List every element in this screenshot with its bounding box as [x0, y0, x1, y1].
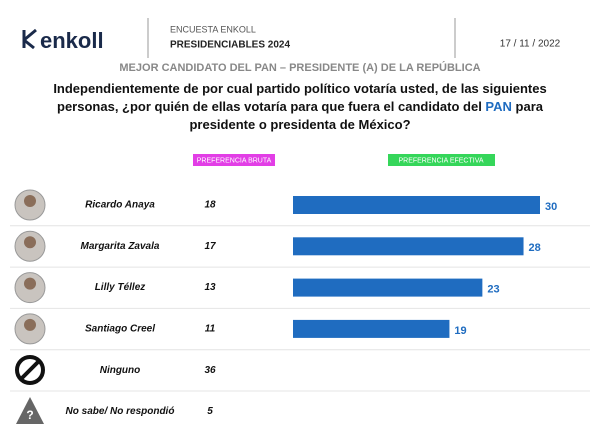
date: 17 / 11 / 2022	[500, 39, 561, 50]
value-label: 23	[487, 284, 499, 296]
bar	[293, 196, 540, 214]
category-label: No sabe/ No respondió	[66, 406, 175, 417]
question: Independientemente de por cual partido p…	[40, 80, 560, 134]
header-small: ENCUESTA ENKOLL	[170, 24, 256, 34]
raw-value: 11	[205, 324, 216, 335]
category-label: Ricardo Anaya	[85, 200, 155, 211]
value-label: 28	[529, 242, 541, 254]
value-label: 19	[454, 325, 466, 337]
legend-label: PREFERENCIA BRUTA	[197, 157, 272, 164]
question-text: para presidente o presidenta de México?	[189, 99, 543, 132]
category-label: Ninguno	[100, 365, 141, 376]
photo-head	[24, 277, 36, 290]
ban-icon	[15, 355, 45, 385]
value-label: 30	[545, 201, 557, 213]
raw-value: 17	[204, 241, 216, 252]
legend-swatch	[193, 154, 275, 166]
raw-value: 13	[204, 282, 216, 293]
raw-value: 5	[207, 406, 213, 417]
svg-text:?: ?	[26, 408, 33, 422]
legend-label: PREFERENCIA EFECTIVA	[398, 157, 483, 164]
category-label: Lilly Téllez	[95, 282, 146, 293]
chart-title: MEJOR CANDIDATO DEL PAN – PRESIDENTE (A)…	[119, 61, 480, 74]
question-party: PAN	[485, 99, 512, 114]
unknown-icon: ?	[16, 397, 44, 424]
bar	[293, 319, 450, 338]
raw-value: 18	[204, 200, 216, 211]
photo-head	[24, 195, 36, 207]
category-label: Margarita Zavala	[81, 241, 160, 252]
photo-head	[24, 318, 36, 331]
bar	[293, 278, 483, 297]
legend-swatch	[388, 154, 495, 166]
photo-head	[24, 236, 36, 249]
bar	[293, 237, 524, 256]
category-label: Santiago Creel	[85, 324, 155, 335]
header-bold: PRESIDENCIABLES 2024	[170, 40, 290, 51]
question-text: Independientemente de por cual partido p…	[53, 81, 547, 114]
logo-icon	[22, 28, 37, 50]
raw-value: 36	[204, 365, 216, 376]
brand: enkoll	[40, 28, 104, 53]
